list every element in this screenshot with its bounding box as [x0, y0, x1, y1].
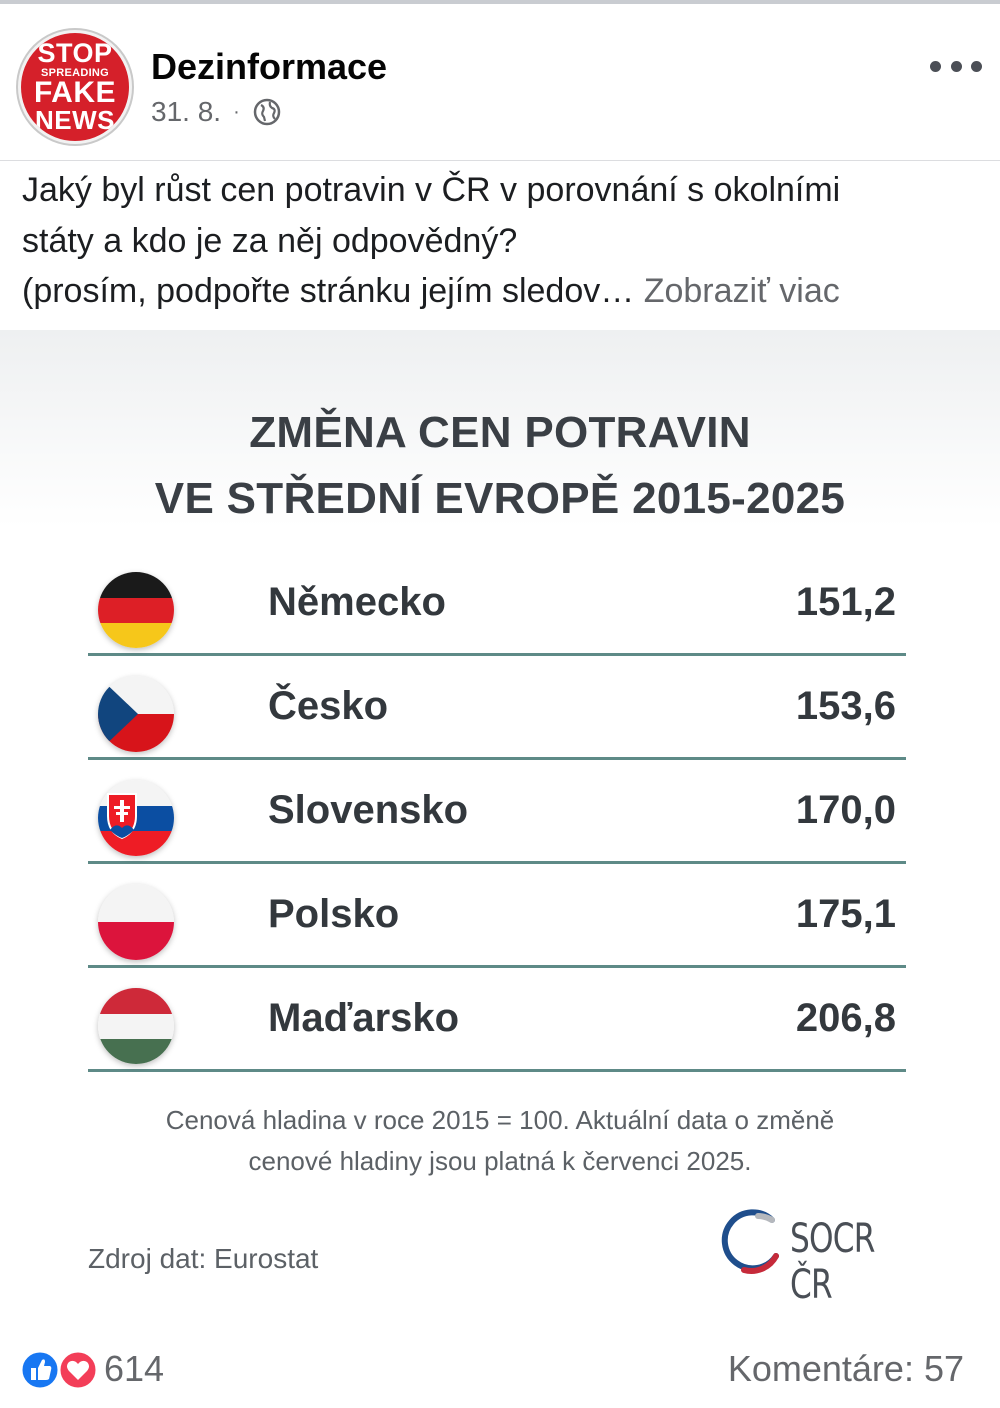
avatar-text-spreading: SPREADING	[40, 67, 110, 79]
table-row: Německo 151,2	[88, 552, 906, 656]
hungary-flag-icon	[98, 988, 174, 1064]
table-row: Česko 153,6	[88, 656, 906, 760]
globe-icon[interactable]	[252, 97, 282, 127]
post-header: STOP SPREADING FAKE NEWS Dezinformace 31…	[0, 10, 1000, 160]
dot-icon	[950, 60, 962, 72]
country-name: Slovensko	[268, 788, 469, 832]
meta-separator: ·	[233, 100, 240, 123]
price-index-value: 175,1	[795, 892, 896, 936]
reactions-count[interactable]: 614	[104, 1348, 165, 1389]
header-divider	[0, 160, 1000, 161]
love-icon	[57, 1350, 99, 1390]
see-more-link[interactable]: Zobraziť viac	[643, 272, 840, 310]
socr-logo-icon	[721, 1209, 779, 1274]
table-row: Polsko 175,1	[88, 864, 906, 968]
country-name: Německo	[268, 580, 446, 624]
czechia-flag-icon	[98, 676, 174, 752]
country-name: Maďarsko	[268, 996, 460, 1040]
dot-icon	[971, 60, 982, 72]
post-meta: 31. 8. ·	[151, 96, 282, 128]
post-image[interactable]: ZMĚNA CEN POTRAVIN VE STŘEDNÍ EVROPĚ 201…	[0, 330, 1000, 1320]
footnote-line: cenové hladiny jsou platná k červenci 20…	[248, 1146, 752, 1176]
post-text: Jaký byl růst cen potravin v ČR v porovn…	[22, 165, 982, 317]
socr-logo: SOCR ČR	[714, 1206, 914, 1308]
table-row: Maďarsko 206,8	[88, 968, 906, 1072]
like-icon	[20, 1350, 61, 1390]
title-line: ZMĚNA CEN POTRAVIN	[249, 408, 751, 457]
price-index-value: 206,8	[795, 996, 896, 1040]
post-text-line: státy a kdo je za něj odpovědný?	[22, 221, 518, 260]
avatar-text-news: NEWS	[35, 104, 115, 135]
post-text-line: Jaký byl růst cen potravin v ČR v porovn…	[22, 171, 841, 209]
price-index-value: 153,6	[795, 684, 896, 728]
reaction-icons[interactable]	[20, 1350, 100, 1390]
logo-text: SOCR ČR	[790, 1216, 875, 1308]
page-avatar[interactable]: STOP SPREADING FAKE NEWS	[18, 30, 132, 144]
country-name: Polsko	[268, 892, 400, 936]
post-text-truncated: (prosím, podpořte stránku jejím sledov…	[22, 272, 635, 310]
more-options-icon[interactable]	[930, 54, 982, 78]
germany-flag-icon	[98, 572, 174, 648]
top-border	[0, 0, 1000, 10]
dot-icon	[930, 60, 941, 72]
price-index-value: 151,2	[795, 580, 896, 624]
poland-flag-icon	[98, 884, 174, 960]
footnote-line: Cenová hladina v roce 2015 = 100. Aktuál…	[165, 1105, 835, 1135]
comments-count[interactable]: Komentáre: 57	[727, 1348, 964, 1389]
infographic-title: ZMĚNA CEN POTRAVIN VE STŘEDNÍ EVROPĚ 201…	[0, 400, 1000, 532]
price-index-value: 170,0	[795, 788, 896, 832]
footnote: Cenová hladina v roce 2015 = 100. Aktuál…	[0, 1100, 1000, 1182]
avatar-text-stop: STOP	[37, 38, 113, 69]
page-name[interactable]: Dezinformace	[151, 46, 388, 87]
table-row: Slovensko 170,0	[88, 760, 906, 864]
title-line: VE STŘEDNÍ EVROPĚ 2015-2025	[154, 474, 846, 523]
post-text-line: (prosím, podpořte stránku jejím sledov… …	[22, 266, 982, 317]
country-name: Česko	[268, 684, 389, 728]
slovakia-flag-icon	[98, 780, 174, 856]
avatar-text-fake: FAKE	[33, 76, 116, 110]
post-date[interactable]: 31. 8.	[151, 96, 222, 127]
post-footer: 614 Komentáre: 57	[0, 1330, 1000, 1408]
data-source: Zdroj dat: Eurostat	[88, 1243, 319, 1274]
